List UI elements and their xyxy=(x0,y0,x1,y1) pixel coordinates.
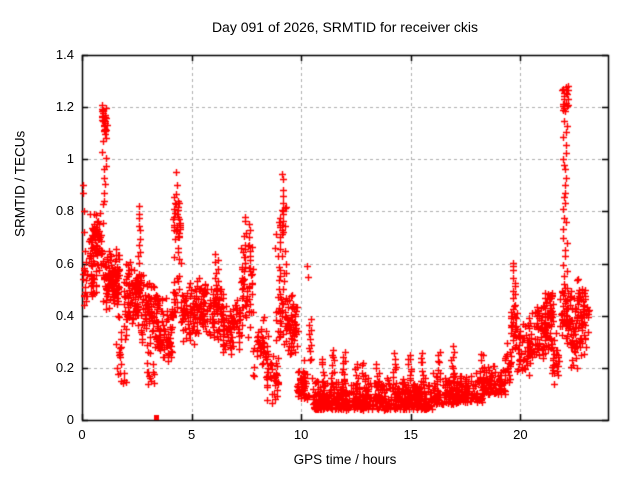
y-tick-label-0: 0 xyxy=(66,412,74,427)
y-tick-label-1.2: 1.2 xyxy=(55,99,74,115)
x-tick-label-20: 20 xyxy=(513,427,528,442)
y-tick-label-1.4: 1.4 xyxy=(55,47,74,62)
y-tick-label-0.8: 0.8 xyxy=(55,203,74,219)
y-tick-label-0.4: 0.4 xyxy=(55,307,74,323)
y-tick-label-0.6: 0.6 xyxy=(55,255,74,271)
y-tick-label-1: 1 xyxy=(66,151,74,167)
x-tick-label-5: 5 xyxy=(187,427,196,442)
x-axis-label: GPS time / hours xyxy=(293,452,397,467)
x-tick-label-0: 0 xyxy=(78,427,86,442)
y-tick-label-0.2: 0.2 xyxy=(55,359,74,375)
chart-title: Day 091 of 2026, SRMTID for receiver cki… xyxy=(211,19,479,35)
x-tick-label-10: 10 xyxy=(293,427,309,442)
x-tick-label-15: 15 xyxy=(403,427,418,442)
